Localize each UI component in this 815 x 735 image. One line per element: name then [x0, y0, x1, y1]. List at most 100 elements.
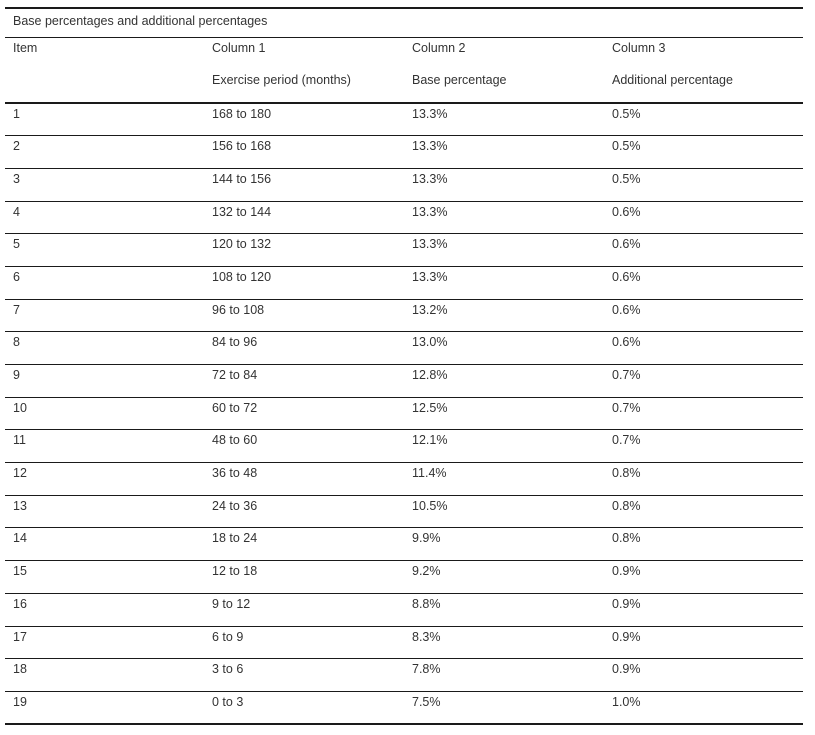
- table-row: 9 72 to 84 12.8% 0.7%: [5, 364, 803, 398]
- cell-additional-percentage: 0.5%: [604, 168, 803, 202]
- cell-base-percentage: 9.2%: [404, 560, 604, 594]
- cell-exercise-period: 24 to 36: [204, 495, 404, 529]
- table-body: 1 168 to 180 13.3% 0.5% 2 156 to 168 13.3% 0.5%…: [5, 103, 803, 726]
- cell-base-percentage: 8.8%: [404, 593, 604, 627]
- cell-additional-percentage: 0.5%: [604, 103, 803, 137]
- cell-additional-percentage: 0.9%: [604, 593, 803, 627]
- cell-exercise-period: 156 to 168: [204, 135, 404, 169]
- table-row: 6 108 to 120 13.3% 0.6%: [5, 266, 803, 300]
- table-row: 8 84 to 96 13.0% 0.6%: [5, 331, 803, 365]
- cell-exercise-period: 96 to 108: [204, 299, 404, 333]
- cell-item: 3: [5, 168, 204, 202]
- cell-exercise-period: 0 to 3: [204, 691, 404, 726]
- header-row-column-names: Item Column 1 Column 2 Column 3: [5, 38, 803, 70]
- cell-item: 19: [5, 691, 204, 726]
- cell-base-percentage: 13.0%: [404, 331, 604, 365]
- cell-item: 1: [5, 103, 204, 137]
- cell-item: 11: [5, 429, 204, 464]
- cell-item: 5: [5, 233, 204, 267]
- header-item-description: [5, 70, 204, 104]
- cell-base-percentage: 7.8%: [404, 658, 604, 692]
- header-additional-percentage: Additional percentage: [604, 70, 803, 104]
- table-row: 11 48 to 60 12.1% 0.7%: [5, 429, 803, 464]
- table-row: 5 120 to 132 13.3% 0.6%: [5, 233, 803, 267]
- header-item: Item: [13, 41, 38, 55]
- cell-item: 18: [5, 658, 204, 692]
- cell-base-percentage: 11.4%: [404, 462, 604, 496]
- cell-exercise-period: 72 to 84: [204, 364, 404, 398]
- table-row: 10 60 to 72 12.5% 0.7%: [5, 397, 803, 431]
- header-base-percentage: Base percentage: [404, 70, 604, 104]
- cell-additional-percentage: 0.9%: [604, 658, 803, 692]
- cell-exercise-period: 84 to 96: [204, 331, 404, 365]
- cell-exercise-period: 48 to 60: [204, 429, 404, 464]
- cell-additional-percentage: 0.6%: [604, 331, 803, 365]
- cell-item: 9: [5, 364, 204, 398]
- cell-exercise-period: 168 to 180: [204, 103, 404, 137]
- cell-additional-percentage: 0.7%: [604, 429, 803, 464]
- table-row: 17 6 to 9 8.3% 0.9%: [5, 626, 803, 660]
- table-row: 13 24 to 36 10.5% 0.8%: [5, 495, 803, 529]
- cell-exercise-period: 6 to 9: [204, 626, 404, 660]
- cell-item: 4: [5, 201, 204, 235]
- cell-item: 2: [5, 135, 204, 169]
- cell-base-percentage: 8.3%: [404, 626, 604, 660]
- cell-additional-percentage: 0.9%: [604, 626, 803, 660]
- cell-item: 16: [5, 593, 204, 627]
- cell-exercise-period: 12 to 18: [204, 560, 404, 594]
- cell-additional-percentage: 0.6%: [604, 266, 803, 300]
- header-row-descriptions: Exercise period (months) Base percentage…: [5, 70, 803, 104]
- cell-additional-percentage: 0.7%: [604, 364, 803, 398]
- header-column-2: Column 2: [412, 41, 466, 55]
- cell-item: 17: [5, 626, 204, 660]
- cell-additional-percentage: 0.6%: [604, 201, 803, 235]
- table-row: 15 12 to 18 9.2% 0.9%: [5, 560, 803, 594]
- cell-additional-percentage: 0.8%: [604, 495, 803, 529]
- cell-item: 15: [5, 560, 204, 594]
- cell-additional-percentage: 0.6%: [604, 233, 803, 267]
- table-row: 18 3 to 6 7.8% 0.9%: [5, 658, 803, 692]
- cell-base-percentage: 13.3%: [404, 266, 604, 300]
- table-row: 2 156 to 168 13.3% 0.5%: [5, 135, 803, 169]
- cell-item: 7: [5, 299, 204, 333]
- table-row: 16 9 to 12 8.8% 0.9%: [5, 593, 803, 627]
- cell-base-percentage: 13.3%: [404, 103, 604, 137]
- table-row: 4 132 to 144 13.3% 0.6%: [5, 201, 803, 235]
- header-column-3: Column 3: [612, 41, 666, 55]
- cell-exercise-period: 36 to 48: [204, 462, 404, 496]
- cell-additional-percentage: 0.7%: [604, 397, 803, 431]
- cell-exercise-period: 9 to 12: [204, 593, 404, 627]
- cell-additional-percentage: 0.6%: [604, 299, 803, 333]
- table-row: 12 36 to 48 11.4% 0.8%: [5, 462, 803, 496]
- table-row: 7 96 to 108 13.2% 0.6%: [5, 299, 803, 333]
- cell-exercise-period: 3 to 6: [204, 658, 404, 692]
- header-column-1: Column 1: [212, 41, 266, 55]
- cell-additional-percentage: 0.8%: [604, 527, 803, 562]
- percentages-table: Base percentages and additional percenta…: [5, 7, 803, 726]
- cell-item: 12: [5, 462, 204, 496]
- cell-base-percentage: 13.2%: [404, 299, 604, 333]
- cell-item: 6: [5, 266, 204, 300]
- cell-additional-percentage: 0.5%: [604, 135, 803, 169]
- cell-base-percentage: 9.9%: [404, 527, 604, 562]
- cell-base-percentage: 12.8%: [404, 364, 604, 398]
- cell-base-percentage: 13.3%: [404, 233, 604, 267]
- cell-item: 14: [5, 527, 204, 562]
- cell-additional-percentage: 0.9%: [604, 560, 803, 594]
- header-exercise-period: Exercise period (months): [204, 70, 404, 104]
- cell-exercise-period: 144 to 156: [204, 168, 404, 202]
- cell-item: 10: [5, 397, 204, 431]
- cell-base-percentage: 13.3%: [404, 135, 604, 169]
- cell-item: 13: [5, 495, 204, 529]
- cell-base-percentage: 12.1%: [404, 429, 604, 464]
- cell-additional-percentage: 1.0%: [604, 691, 803, 726]
- cell-item: 8: [5, 331, 204, 365]
- cell-additional-percentage: 0.8%: [604, 462, 803, 496]
- cell-exercise-period: 18 to 24: [204, 527, 404, 562]
- table-row: 3 144 to 156 13.3% 0.5%: [5, 168, 803, 202]
- cell-base-percentage: 7.5%: [404, 691, 604, 726]
- cell-exercise-period: 108 to 120: [204, 266, 404, 300]
- cell-exercise-period: 60 to 72: [204, 397, 404, 431]
- table-row: 19 0 to 3 7.5% 1.0%: [5, 691, 803, 726]
